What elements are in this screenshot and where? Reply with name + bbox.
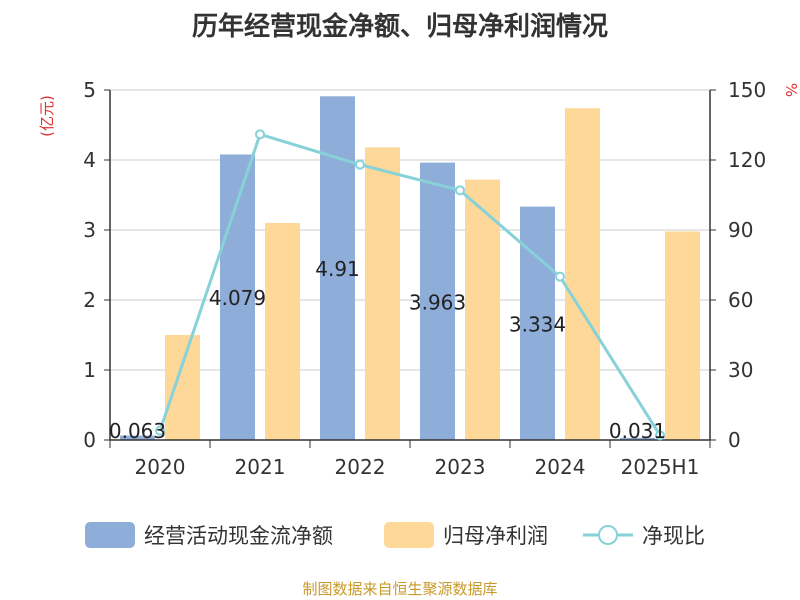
right-tick-label: 60: [728, 288, 753, 312]
ratio-point: [455, 185, 465, 196]
net-profit-bar: [665, 231, 700, 440]
right-tick-label: 150: [728, 78, 766, 102]
x-tick-label: 2022: [335, 455, 386, 479]
right-tick-label: 0: [728, 428, 741, 452]
cash-flow-value-label: 3.334: [509, 312, 566, 336]
cash-flow-bar: [620, 437, 655, 440]
ratio-point: [155, 425, 165, 436]
cash-flow-value-label: 4.91: [315, 257, 360, 281]
net-profit-bar: [365, 147, 400, 440]
left-axis-unit: (亿元): [38, 95, 56, 137]
ratio-point: [555, 271, 565, 282]
right-tick-label: 120: [728, 148, 766, 172]
cash-flow-value-label: 4.079: [209, 286, 266, 310]
bars: [120, 96, 700, 441]
left-tick-label: 2: [83, 288, 96, 312]
x-tick-label: 2020: [135, 455, 186, 479]
x-tick-label: 2025H1: [621, 455, 700, 479]
cash-flow-value-label: 0.031: [609, 419, 666, 443]
gridlines: [110, 89, 710, 371]
ratio-polyline: [158, 132, 662, 437]
chart-title: 历年经营现金净额、归母净利润情况: [191, 12, 608, 42]
legend-swatch-ratio-marker: [598, 525, 618, 545]
data-labels: 0.063 4.079 4.91 3.963 3.334 0.031: [109, 257, 666, 443]
left-tick-label: 5: [83, 78, 96, 102]
ratio-point: [355, 159, 365, 170]
net-profit-bar: [565, 108, 600, 440]
net-profit-bar: [465, 179, 500, 440]
left-tick-label: 4: [83, 148, 96, 172]
ratio-point: [255, 129, 265, 140]
net-profit-bar: [265, 223, 300, 440]
left-tick-label: 1: [83, 358, 96, 382]
right-axis-unit: %: [782, 83, 800, 97]
left-tick-label: 3: [83, 218, 96, 242]
axes: [104, 89, 716, 448]
ratio-line: [155, 129, 665, 441]
legend-swatch-cash: [85, 522, 135, 548]
net-profit-bar: [165, 335, 200, 440]
cash-flow-value-label: 0.063: [109, 419, 166, 443]
source-note: 制图数据来自恒生聚源数据库: [302, 580, 498, 598]
x-tick-label: 2023: [435, 455, 486, 479]
legend-swatch-profit: [384, 522, 434, 548]
right-tick-label: 90: [728, 218, 753, 242]
legend-label-cash: 经营活动现金流净额: [144, 524, 333, 548]
legend-label-profit: 归母净利润: [443, 524, 548, 548]
right-tick-label: 30: [728, 358, 753, 382]
tick-labels: 0 0 1 30 2 60 3 90 4 120 5 150 2020 2021 2022 2023 2024 2…: [83, 78, 766, 479]
cash-flow-value-label: 3.963: [409, 290, 466, 314]
x-tick-label: 2021: [235, 455, 286, 479]
x-tick-label: 2024: [535, 455, 586, 479]
legend: 经营活动现金流净额 归母净利润 净现比: [85, 522, 705, 548]
left-tick-label: 0: [83, 428, 96, 452]
cash-flow-bar: [420, 162, 455, 440]
legend-label-ratio: 净现比: [642, 524, 705, 548]
cash-flow-bar: [120, 435, 155, 440]
ratio-point: [655, 430, 665, 441]
